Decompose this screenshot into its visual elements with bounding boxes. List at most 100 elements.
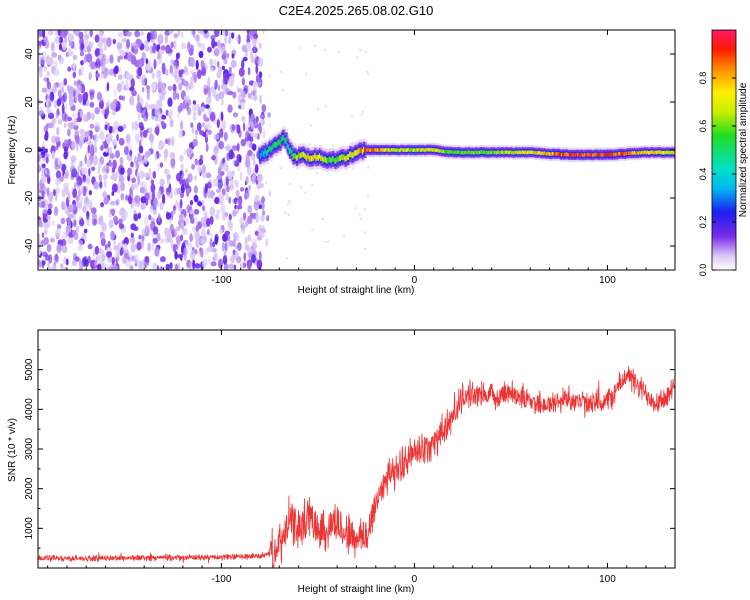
noise-speck (112, 159, 117, 170)
noise-speck (159, 266, 164, 270)
noise-speck (219, 161, 224, 171)
noise-speck (365, 51, 368, 54)
noise-speck (72, 54, 78, 61)
top-y-axis-ticks: -40 -20 0 20 40 (24, 48, 675, 253)
noise-speck (193, 194, 199, 203)
noise-speck (152, 237, 158, 244)
noise-speck (157, 51, 162, 61)
noise-speck (110, 208, 116, 214)
noise-speck (67, 85, 74, 95)
noise-speck (233, 235, 237, 242)
noise-speck (67, 236, 74, 245)
noise-speck (103, 108, 110, 116)
noise-speck (251, 242, 258, 250)
noise-speck (226, 52, 230, 59)
noise-speck (191, 163, 196, 170)
noise-speck (125, 194, 128, 202)
noise-speck (136, 102, 142, 113)
noise-speck (171, 230, 175, 238)
noise-speck (214, 30, 220, 37)
noise-speck (113, 239, 116, 246)
noise-speck (323, 49, 326, 52)
noise-speck (203, 210, 208, 217)
noise-speck (351, 141, 354, 144)
noise-speck (217, 178, 223, 190)
noise-speck (188, 48, 194, 56)
signal-cell (354, 150, 358, 156)
noise-speck (64, 30, 69, 36)
noise-speck (311, 228, 314, 231)
noise-speck (86, 174, 90, 185)
noise-speck (157, 58, 162, 65)
noise-speck (223, 120, 227, 127)
noise-speck (88, 41, 94, 49)
noise-speck (165, 109, 169, 116)
noise-speck (58, 56, 64, 65)
noise-speck (137, 175, 140, 186)
noise-speck (194, 175, 197, 181)
noise-speck (178, 82, 183, 91)
noise-speck (100, 202, 105, 208)
noise-speck (179, 154, 184, 162)
noise-speck (92, 213, 98, 219)
noise-speck (226, 233, 231, 242)
noise-speck (121, 37, 127, 43)
noise-speck (155, 72, 160, 78)
noise-speck (159, 178, 165, 187)
noise-speck (64, 103, 68, 111)
signal-cell (442, 149, 446, 154)
noise-speck (227, 37, 232, 44)
noise-speck (194, 216, 199, 224)
noise-speck (149, 133, 154, 143)
noise-speck (240, 138, 246, 147)
noise-speck (210, 34, 216, 41)
noise-speck (115, 150, 120, 159)
noise-speck (255, 215, 261, 221)
snr-panel: -100 0 100 1000 2000 3000 4000 5000 Height of … (7, 329, 676, 595)
noise-speck (202, 122, 205, 127)
noise-speck (46, 244, 52, 253)
noise-speck (160, 238, 165, 243)
noise-speck (42, 30, 46, 39)
noise-speck (247, 234, 252, 242)
noise-speck (131, 121, 135, 132)
noise-speck (193, 185, 198, 194)
noise-speck (130, 232, 134, 239)
noise-speck (324, 104, 327, 107)
noise-speck (117, 55, 121, 63)
noise-speck (246, 33, 250, 40)
noise-speck (102, 262, 106, 270)
noise-speck (134, 195, 141, 204)
noise-speck (86, 158, 93, 168)
noise-speck (98, 215, 104, 226)
noise-speck (239, 187, 245, 192)
noise-speck (262, 210, 265, 216)
noise-speck (144, 225, 150, 236)
y-tick-label: 40 (24, 48, 35, 60)
y-tick-label: 1000 (24, 517, 35, 540)
noise-speck (61, 245, 68, 254)
noise-speck (77, 244, 83, 252)
noise-speck (130, 245, 136, 251)
noise-speck (180, 184, 185, 194)
noise-speck (46, 71, 50, 77)
noise-speck (162, 193, 166, 205)
noise-speck (207, 46, 212, 53)
x-tick-label: 0 (412, 574, 418, 585)
noise-speck (168, 109, 174, 116)
noise-speck (197, 69, 202, 79)
noise-speck (84, 154, 87, 165)
noise-speck (189, 249, 196, 260)
noise-speck (99, 56, 106, 67)
noise-speck (226, 185, 230, 193)
noise-speck (42, 50, 47, 61)
noise-speck (138, 234, 142, 240)
noise-speck (233, 159, 236, 165)
noise-speck (83, 56, 87, 64)
noise-speck (98, 131, 105, 141)
noise-speck (250, 121, 254, 130)
noise-speck (88, 190, 92, 196)
noise-speck (238, 93, 241, 104)
noise-speck (69, 50, 74, 56)
noise-speck (182, 228, 188, 235)
